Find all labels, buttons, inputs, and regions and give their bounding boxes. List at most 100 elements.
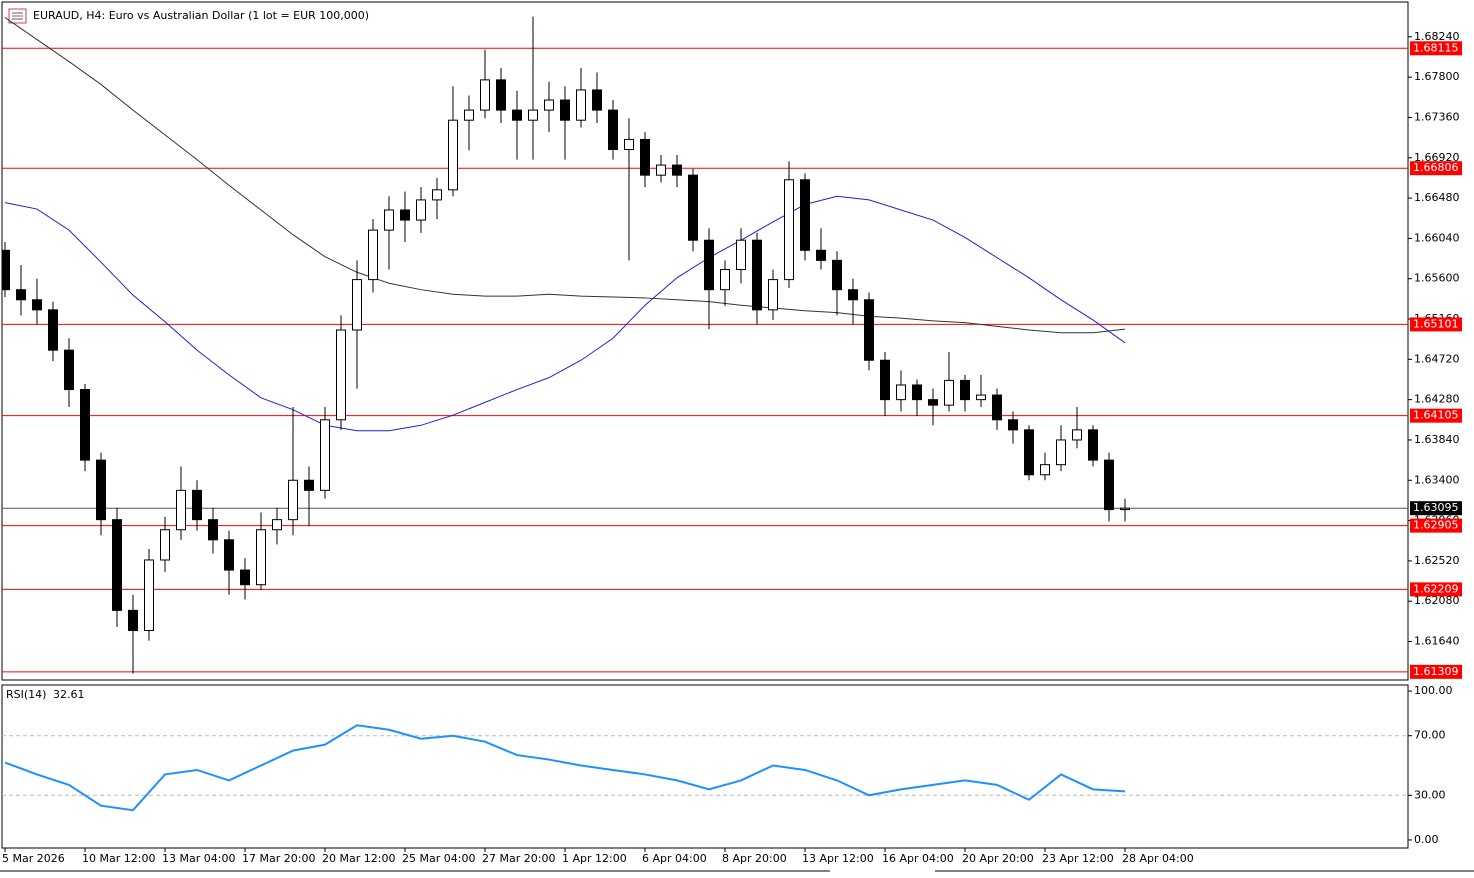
current-price-label: 1.63095: [1413, 501, 1459, 514]
candle-body: [320, 419, 330, 491]
candle-body: [928, 399, 938, 406]
candle-body: [976, 394, 986, 401]
rsi-y-tick-label: 70.00: [1414, 729, 1446, 742]
candle-body: [832, 259, 842, 291]
x-tick-label: 13 Mar 04:00: [162, 852, 235, 865]
x-tick-label: 28 Apr 04:00: [1122, 852, 1194, 865]
y-tick-label: 1.62520: [1414, 554, 1460, 567]
candle-body: [208, 519, 218, 541]
candle-body: [352, 279, 362, 331]
y-tick-label: 1.62080: [1414, 594, 1460, 607]
candle-body: [688, 174, 698, 241]
candle-body: [1104, 459, 1114, 511]
y-tick-label: 1.68240: [1414, 30, 1460, 43]
y-tick-label: 1.63400: [1414, 473, 1460, 486]
candle-body: [864, 299, 874, 361]
candle-body: [1008, 419, 1018, 431]
y-tick-label: 1.61640: [1414, 635, 1460, 648]
y-tick-label: 1.66480: [1414, 191, 1460, 204]
candle-body: [512, 109, 522, 121]
rsi-pane: [1, 684, 1409, 849]
candle-body: [288, 479, 298, 521]
level-label-box: [1410, 161, 1462, 176]
candle-body: [912, 384, 922, 401]
candle-body: [224, 539, 234, 571]
level-label: 1.65101: [1413, 317, 1459, 330]
x-tick-label: 20 Apr 20:00: [962, 852, 1034, 865]
candle-body: [640, 138, 650, 176]
candle-body: [672, 164, 682, 176]
level-label-box: [1410, 582, 1462, 597]
candle-body: [480, 79, 490, 111]
candle-body: [896, 384, 906, 401]
candle-body: [304, 479, 314, 491]
level-label: 1.61309: [1413, 665, 1459, 678]
x-tick-label: 25 Mar 04:00: [402, 852, 475, 865]
candle-body: [128, 609, 138, 632]
chart-title: EURAUD, H4: Euro vs Australian Dollar (1…: [33, 9, 369, 22]
candle-body: [992, 394, 1002, 421]
candle-body: [768, 279, 778, 311]
symbol-icon: [8, 8, 27, 24]
level-label: 1.64105: [1413, 409, 1459, 422]
candle-body: [272, 519, 282, 531]
candle-body: [256, 529, 266, 586]
rsi-y-tick-label: 100.00: [1414, 684, 1453, 697]
candle-body: [160, 529, 170, 561]
moving-average: [4, 195, 1126, 432]
candle-body: [384, 209, 394, 231]
level-label: 1.66806: [1413, 161, 1459, 174]
candle-body: [400, 209, 410, 221]
candle-body: [368, 229, 378, 281]
y-tick-label: 1.67800: [1414, 70, 1460, 83]
candle-body: [32, 299, 42, 311]
candle-body: [192, 489, 202, 521]
y-tick-label: 1.66920: [1414, 151, 1460, 164]
candle-body: [752, 239, 762, 311]
x-tick-label: 1 Apr 12:00: [562, 852, 627, 865]
candle-body: [528, 109, 538, 121]
level-label-box: [1410, 408, 1462, 423]
candle-body: [96, 459, 106, 521]
y-tick-label: 1.65600: [1414, 272, 1460, 285]
candle-body: [416, 199, 426, 221]
candle-body: [80, 389, 90, 461]
x-tick-label: 20 Mar 12:00: [322, 852, 395, 865]
candle-body: [496, 79, 506, 111]
candle-body: [48, 309, 58, 351]
candle-body: [656, 164, 666, 176]
candle-body: [704, 239, 714, 291]
level-label: 1.62209: [1413, 582, 1459, 595]
candle-body: [336, 329, 346, 421]
current-price-box: [1410, 501, 1462, 516]
candle-body: [1088, 429, 1098, 461]
rsi-label: RSI(14): [6, 688, 46, 701]
y-tick-label: 1.64720: [1414, 352, 1460, 365]
rsi-value: 32.61: [53, 688, 85, 701]
candle-body: [880, 359, 890, 401]
candle-body: [784, 179, 794, 281]
candle-body: [736, 239, 746, 271]
candle-body: [1024, 429, 1034, 476]
candle-body: [144, 559, 154, 632]
candle-body: [592, 89, 602, 111]
x-tick-label: 10 Mar 12:00: [82, 852, 155, 865]
candle-body: [608, 109, 618, 151]
candle-body: [1056, 439, 1066, 466]
candle-body: [720, 269, 730, 291]
x-tick-label: 16 Apr 04:00: [882, 852, 954, 865]
price-pane: [1, 1, 1409, 681]
x-tick-label: 17 Mar 20:00: [242, 852, 315, 865]
x-tick-label: 8 Apr 20:00: [722, 852, 787, 865]
candle-body: [464, 109, 474, 121]
level-label-box: [1410, 518, 1462, 533]
candle-body: [448, 119, 458, 191]
x-tick-label: 23 Apr 12:00: [1042, 852, 1114, 865]
plot-area: [2, 16, 1408, 674]
candle-body: [960, 379, 970, 401]
candle-body: [2, 249, 10, 291]
candle-body: [112, 519, 122, 611]
candle-body: [944, 379, 954, 406]
